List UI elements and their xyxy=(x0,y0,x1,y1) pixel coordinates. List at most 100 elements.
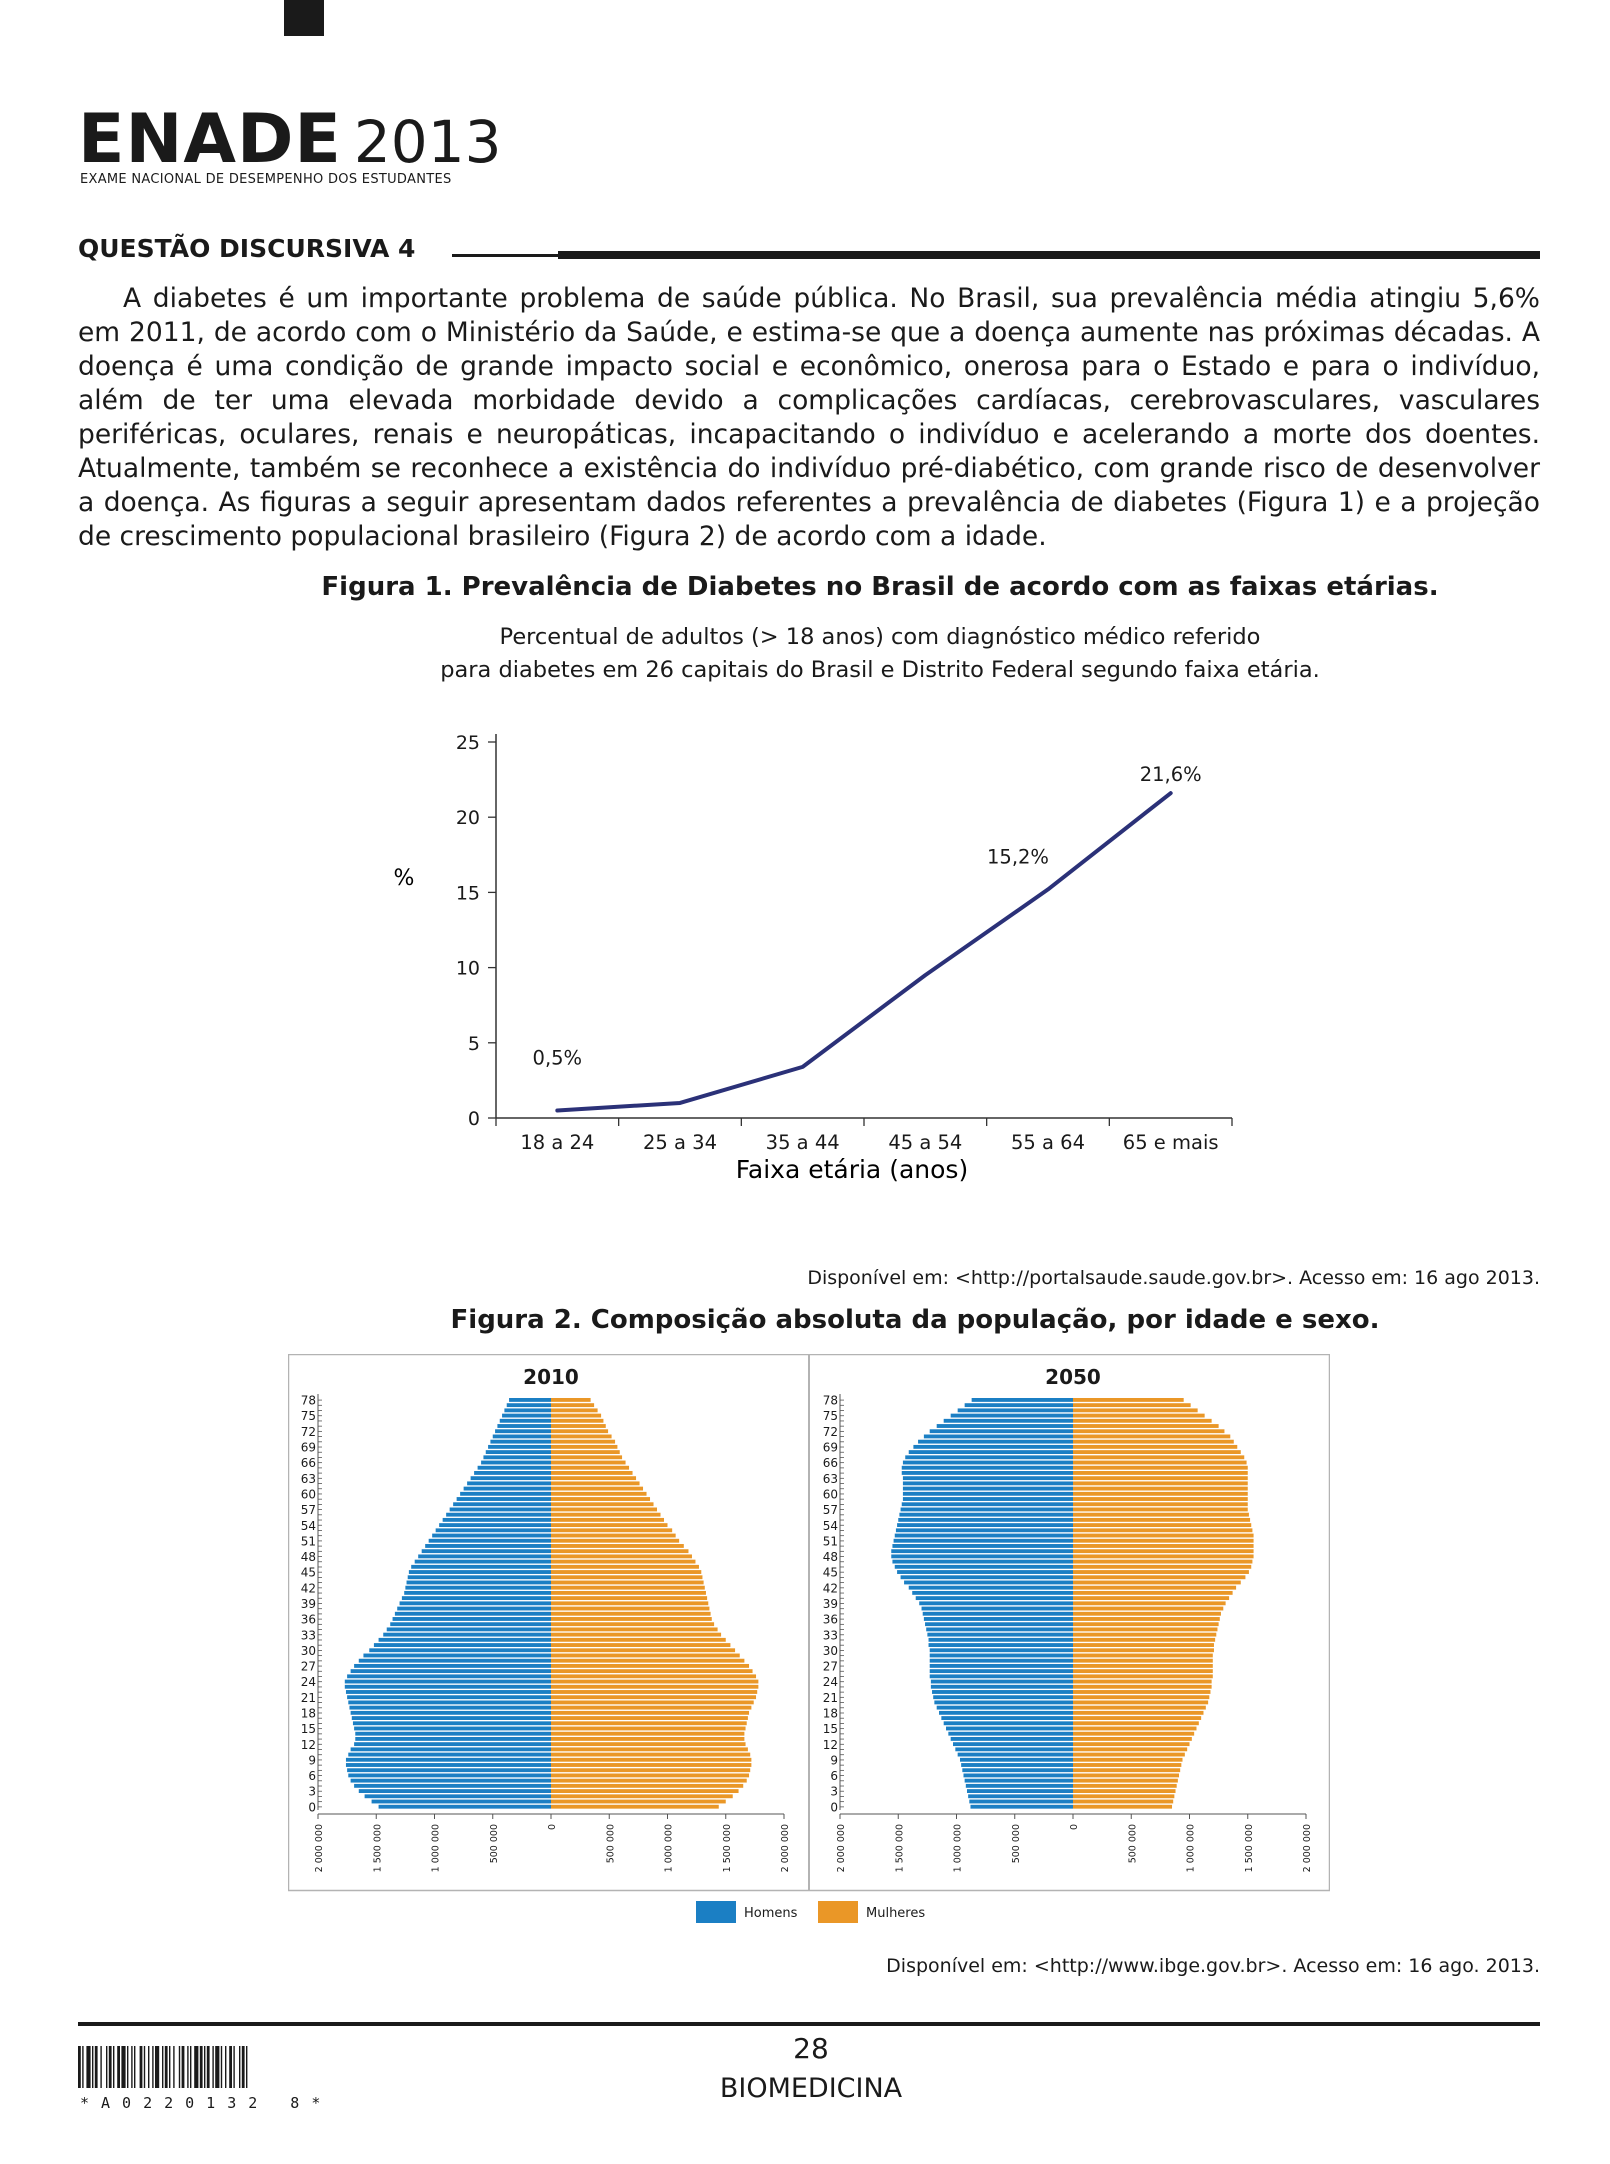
age-tick-label: 63 xyxy=(301,1472,316,1486)
barcode-bar xyxy=(206,2046,210,2088)
women-bar xyxy=(551,1585,705,1590)
men-bar xyxy=(953,1742,1073,1747)
women-bar xyxy=(1073,1695,1210,1700)
legend-label-mulheres: Mulheres xyxy=(866,1906,925,1921)
women-bar xyxy=(551,1497,651,1501)
age-tick-label: 72 xyxy=(301,1425,316,1439)
women-bar xyxy=(1073,1658,1213,1663)
age-tick-label: 36 xyxy=(823,1613,838,1627)
figure1-title: Figura 1. Prevalência de Diabetes no Bra… xyxy=(321,572,1439,602)
women-bar xyxy=(551,1455,623,1460)
barcode-bar xyxy=(143,2046,146,2088)
men-bar xyxy=(902,1481,1073,1486)
logo-word: ENADE xyxy=(78,100,342,179)
age-tick-label: 36 xyxy=(301,1613,316,1627)
women-bar xyxy=(551,1403,595,1408)
men-bar xyxy=(923,1617,1073,1621)
men-bar xyxy=(908,1450,1073,1455)
men-bar xyxy=(435,1528,551,1533)
men-bar xyxy=(364,1794,551,1799)
women-bar xyxy=(1073,1544,1254,1548)
women-bar xyxy=(551,1564,699,1569)
men-bar xyxy=(497,1424,551,1428)
men-bar xyxy=(350,1710,551,1715)
women-bar xyxy=(1073,1455,1245,1460)
corner-registration-mark xyxy=(284,0,324,36)
age-tick-label: 78 xyxy=(823,1394,838,1408)
men-bar xyxy=(378,1804,551,1809)
barcode-bar xyxy=(131,2046,133,2088)
age-tick-label: 30 xyxy=(823,1644,838,1658)
women-bar xyxy=(551,1716,748,1720)
women-bar xyxy=(1073,1637,1216,1642)
men-bar xyxy=(963,1773,1073,1778)
x-tick-label: 65 e mais xyxy=(1123,1131,1219,1154)
barcode-bar xyxy=(229,2046,232,2088)
women-bar xyxy=(551,1611,711,1616)
men-bar xyxy=(354,1663,551,1668)
men-bar xyxy=(373,1643,551,1647)
women-bar xyxy=(551,1763,752,1767)
age-tick-label: 33 xyxy=(301,1628,316,1642)
men-bar xyxy=(348,1700,551,1705)
y-tick-label: 10 xyxy=(456,958,480,980)
age-tick-label: 12 xyxy=(301,1738,316,1752)
data-label: 21,6% xyxy=(1140,763,1202,786)
men-bar xyxy=(404,1590,551,1595)
figure2-source: Disponível em: <http://www.ibge.gov.br>.… xyxy=(886,1955,1540,1977)
barcode xyxy=(78,2046,248,2088)
men-bar xyxy=(345,1763,551,1767)
age-tick-label: 24 xyxy=(301,1675,316,1689)
women-bar xyxy=(1073,1429,1225,1434)
women-bar xyxy=(1073,1778,1178,1783)
women-bar xyxy=(551,1690,758,1694)
men-bar xyxy=(936,1424,1073,1428)
men-bar xyxy=(895,1528,1073,1533)
population-tick-label: 500 000 xyxy=(1011,1824,1022,1863)
age-tick-label: 39 xyxy=(823,1597,838,1611)
women-bar xyxy=(551,1575,703,1580)
men-bar xyxy=(456,1497,551,1501)
women-bar xyxy=(551,1606,710,1611)
y-tick-label: 20 xyxy=(456,807,480,829)
men-bar xyxy=(421,1549,551,1554)
women-bar xyxy=(1073,1434,1231,1439)
men-bar xyxy=(900,1507,1073,1512)
women-bar xyxy=(551,1695,757,1700)
age-tick-label: 54 xyxy=(823,1519,838,1533)
barcode-bar xyxy=(241,2046,245,2088)
women-bar xyxy=(551,1731,745,1736)
men-bar xyxy=(408,1570,551,1574)
barcode-bar xyxy=(162,2046,164,2088)
x-tick-label: 35 a 44 xyxy=(766,1131,840,1154)
barcode-bar xyxy=(225,2046,227,2088)
men-bar xyxy=(355,1736,551,1741)
men-bar xyxy=(929,1658,1073,1663)
men-bar xyxy=(929,1429,1073,1434)
population-tick-label: 500 000 xyxy=(605,1824,616,1863)
women-bar xyxy=(1073,1444,1238,1449)
y-tick-label: 15 xyxy=(456,882,480,904)
men-bar xyxy=(495,1429,551,1434)
men-bar xyxy=(401,1596,551,1601)
barcode-bar xyxy=(220,2046,223,2088)
men-bar xyxy=(925,1622,1073,1627)
women-bar xyxy=(551,1622,715,1627)
age-tick-label: 3 xyxy=(308,1785,316,1799)
men-bar xyxy=(474,1471,551,1475)
barcode-bar xyxy=(194,2046,199,2088)
population-tick-label: 1 500 000 xyxy=(372,1824,383,1872)
women-bar xyxy=(551,1549,689,1554)
age-tick-label: 30 xyxy=(301,1644,316,1658)
barcode-bar xyxy=(190,2046,192,2088)
age-tick-label: 15 xyxy=(823,1722,838,1736)
men-bar xyxy=(358,1658,551,1663)
women-bar xyxy=(551,1778,747,1783)
enade-logo: ENADE 2013 xyxy=(78,100,502,179)
x-tick-label: 25 a 34 xyxy=(643,1131,717,1154)
men-bar xyxy=(345,1690,551,1694)
women-bar xyxy=(1073,1403,1191,1408)
women-bar xyxy=(551,1538,680,1543)
x-tick-label: 55 a 64 xyxy=(1011,1131,1085,1154)
age-tick-label: 39 xyxy=(301,1597,316,1611)
